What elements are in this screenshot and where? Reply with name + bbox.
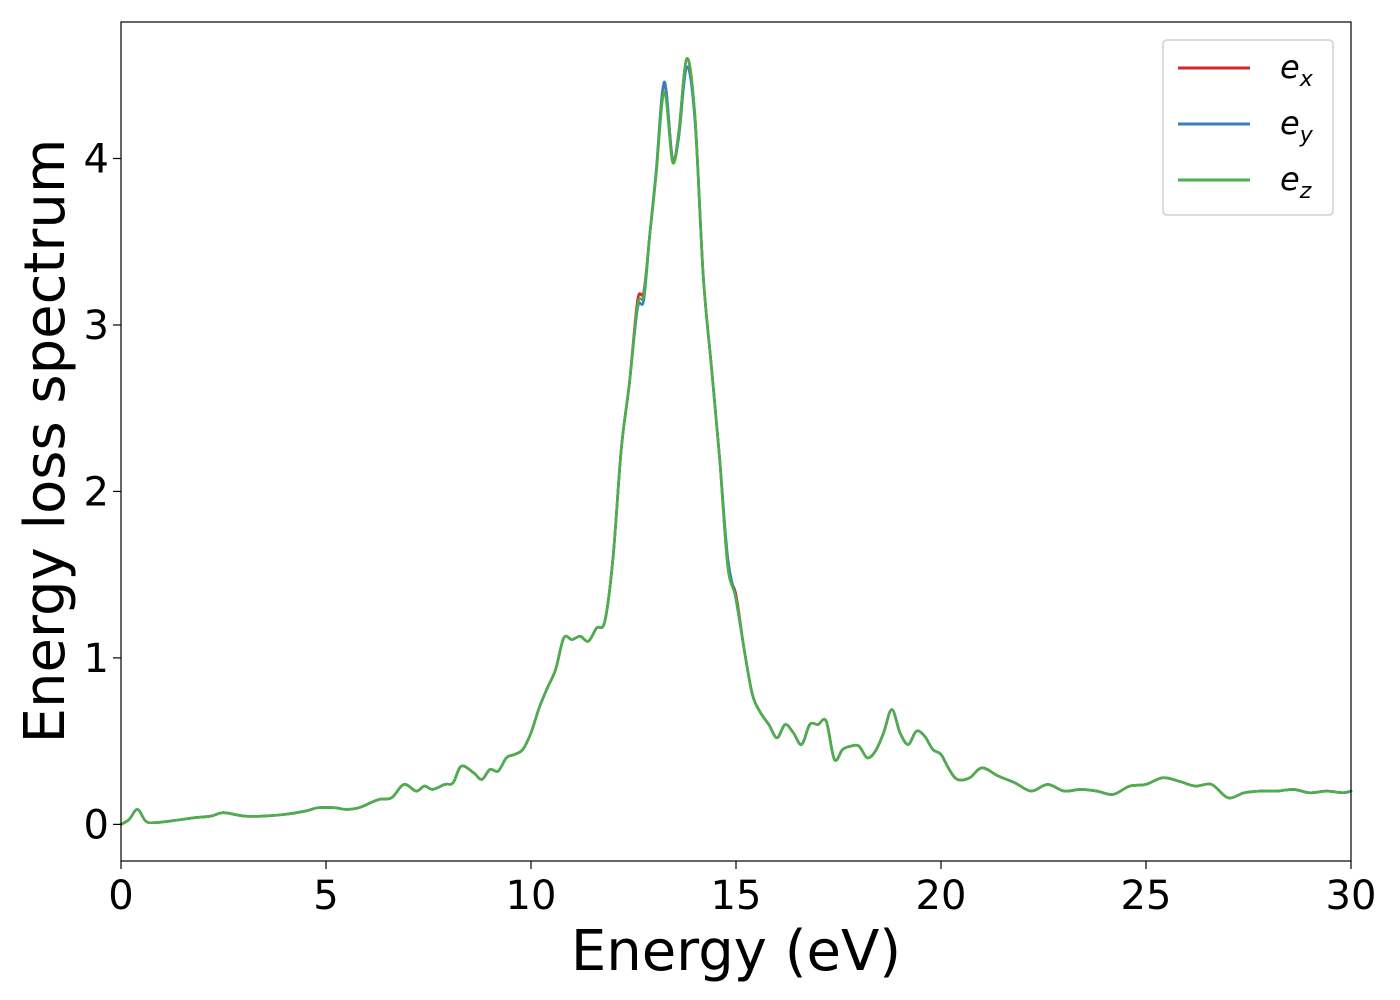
y-tick-label: 0: [84, 802, 109, 848]
y-tick-label: 3: [84, 303, 109, 349]
series-layer: [119, 57, 1353, 826]
x-tick-label: 10: [506, 873, 557, 919]
legend-label-e-z: ez: [1280, 160, 1312, 204]
x-tick-label: 0: [108, 873, 133, 919]
y-tick-label: 2: [84, 469, 109, 515]
x-tick-label: 25: [1121, 873, 1172, 919]
y-tick-label: 4: [84, 137, 109, 183]
y-axis: 0 1 2 3 4: [84, 137, 121, 848]
series-line-e-z: [119, 57, 1353, 826]
plot-area: [121, 22, 1351, 861]
x-tick-label: 15: [711, 873, 762, 919]
legend-box: [1162, 39, 1334, 216]
legend-label-e-y: ey: [1280, 104, 1314, 148]
y-axis-label: Energy loss spectrum: [13, 139, 78, 744]
x-tick-label: 20: [916, 873, 967, 919]
legend: ex ey ez: [1162, 39, 1334, 216]
x-tick-label: 30: [1326, 873, 1377, 919]
legend-label-e-x: ex: [1280, 48, 1314, 92]
x-axis: 0 5 10 15 20 25 30: [108, 861, 1376, 919]
y-tick-label: 1: [84, 636, 109, 682]
x-tick-label: 5: [313, 873, 338, 919]
x-axis-label: Energy (eV): [571, 919, 901, 984]
